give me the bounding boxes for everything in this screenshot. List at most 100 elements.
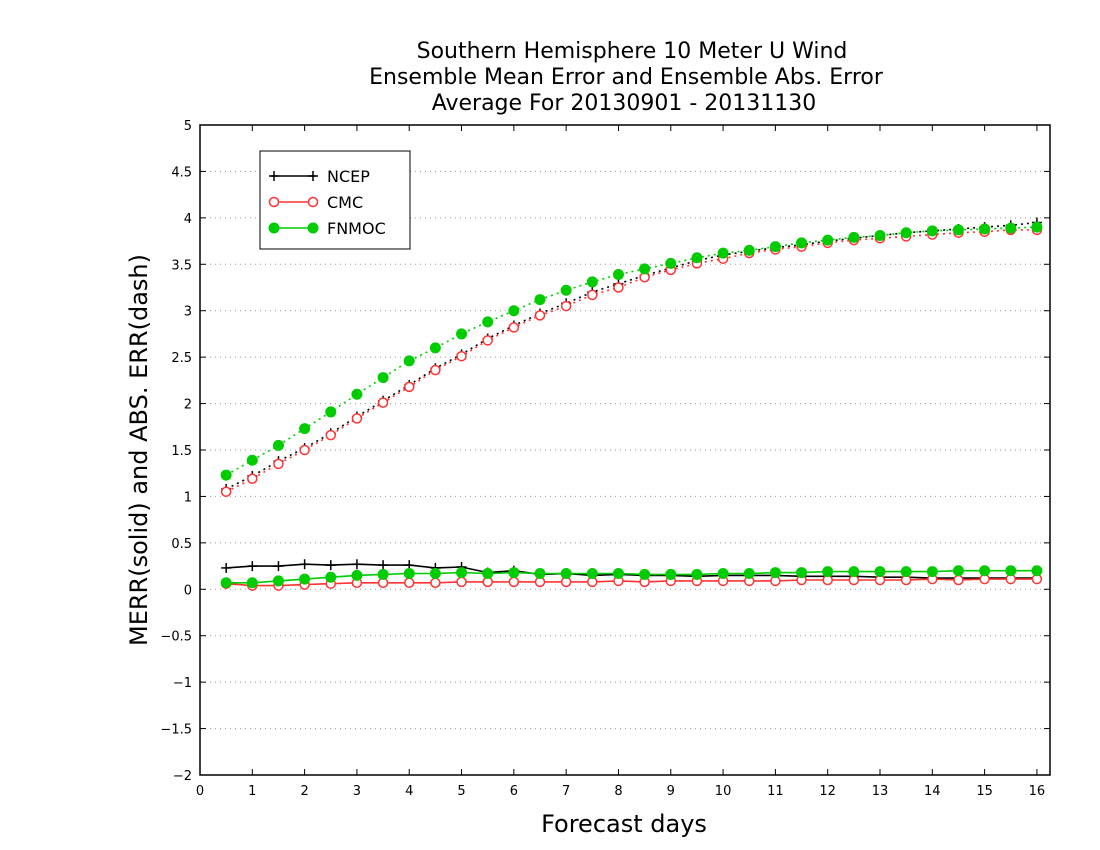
fnmoc-abs-point (796, 237, 808, 249)
x-tick-label: 4 (405, 784, 413, 799)
y-tick-label: 2.5 (171, 351, 192, 366)
fnmoc-abs-point (691, 252, 703, 264)
cmc-abs-point (613, 282, 624, 293)
y-tick-label: 4 (184, 212, 192, 227)
y-tick-label: 5 (184, 119, 192, 134)
chart-title-line-1: Southern Hemisphere 10 Meter U Wind (417, 39, 848, 64)
fnmoc-abs-point (874, 230, 886, 241)
fnmoc-merr-point (325, 571, 337, 583)
x-tick-label: 10 (715, 784, 732, 799)
fnmoc-merr-point (351, 569, 363, 581)
ncep-merr-point (273, 561, 284, 572)
cmc-abs-point (403, 381, 415, 393)
legend-marker-cmc (268, 196, 280, 208)
fnmoc-abs-point (534, 294, 546, 306)
series-layer (220, 217, 1043, 591)
fnmoc-abs-point (952, 224, 964, 236)
fnmoc-abs-point (743, 244, 755, 256)
fnmoc-merr-point (429, 568, 441, 579)
cmc-abs-line (225, 229, 1037, 493)
y-tick-label: 1 (184, 490, 192, 505)
ncep-merr-point (299, 559, 310, 570)
fnmoc-abs-point (456, 328, 468, 340)
fnmoc-merr-point (796, 567, 808, 579)
cmc-merr-point (456, 576, 467, 588)
cmc-merr-point (430, 577, 441, 589)
fnmoc-merr-point (874, 566, 886, 578)
x-tick-label: 12 (819, 784, 836, 799)
y-tick-label: −2 (173, 769, 192, 784)
fnmoc-abs-point (1005, 222, 1017, 234)
fnmoc-abs-line (225, 226, 1037, 476)
fnmoc-abs-point (848, 231, 860, 243)
cmc-merr-point (403, 577, 415, 589)
cmc-abs-point (351, 413, 363, 424)
fnmoc-merr-point (926, 566, 938, 578)
fnmoc-abs-point (246, 454, 258, 466)
y-axis-label: MERR(solid) and ABS. ERR(dash) (125, 254, 153, 646)
x-tick-label: 9 (667, 784, 675, 799)
fnmoc-abs-point (351, 388, 363, 400)
fnmoc-merr-point (403, 568, 415, 579)
y-tick-label: 1.5 (171, 444, 192, 459)
legend-marker-ncep (269, 171, 279, 181)
fnmoc-merr-point (952, 565, 964, 577)
ncep-merr-point (221, 562, 232, 573)
fnmoc-abs-point (1031, 221, 1043, 233)
fnmoc-abs-point (299, 423, 311, 435)
fnmoc-abs-point (639, 263, 651, 275)
grid-lines (200, 170, 1050, 730)
fnmoc-merr-point (665, 568, 677, 580)
cmc-abs-point (247, 473, 258, 485)
x-axis-label: Forecast days (541, 810, 707, 838)
x-tick-label: 13 (872, 784, 889, 799)
fnmoc-merr-point (769, 567, 781, 579)
x-tick-label: 7 (562, 784, 570, 799)
cmc-abs-point (299, 444, 310, 456)
fnmoc-abs-point (560, 284, 572, 296)
fnmoc-merr-point (220, 577, 232, 589)
chart-title-line-3: Average For 20130901 - 20131130 (432, 91, 817, 116)
ncep-merr-point (378, 560, 389, 571)
fnmoc-abs-point (377, 372, 389, 384)
x-tick-label: 0 (196, 784, 204, 799)
cmc-merr-point (508, 576, 520, 588)
legend-label-cmc: CMC (327, 193, 363, 212)
cmc-merr-line (226, 578, 1037, 587)
fnmoc-merr-point (1005, 565, 1017, 577)
x-tick-label: 3 (353, 784, 361, 799)
y-tick-label: 2 (184, 398, 192, 413)
fnmoc-abs-point (403, 355, 415, 367)
fnmoc-merr-point (612, 568, 624, 579)
legend-label-fnmoc: FNMOC (327, 219, 386, 238)
fnmoc-abs-point (979, 223, 991, 235)
fnmoc-merr-point (1031, 565, 1043, 577)
fnmoc-abs-point (769, 241, 781, 253)
ncep-merr-point (247, 561, 258, 572)
fnmoc-merr-point (456, 567, 468, 579)
fnmoc-merr-point (900, 566, 912, 578)
y-tick-label: 0.5 (171, 537, 192, 552)
legend-marker-fnmoc (268, 222, 280, 234)
cmc-abs-point (220, 486, 232, 498)
cmc-abs-point (377, 397, 389, 408)
fnmoc-merr-point (979, 565, 991, 577)
fnmoc-merr-point (639, 568, 651, 580)
fnmoc-abs-point (900, 227, 912, 239)
cmc-abs-point (456, 350, 467, 362)
fnmoc-abs-point (220, 469, 232, 481)
legend-box (259, 150, 411, 250)
y-tick-label: 3 (184, 305, 192, 320)
fnmoc-merr-point (299, 573, 311, 585)
fnmoc-merr-point (717, 568, 729, 579)
legend-marker-cmc (307, 196, 319, 208)
cmc-abs-point (273, 458, 284, 470)
legend-marker-fnmoc (307, 222, 319, 234)
x-tick-label: 8 (614, 784, 622, 799)
fnmoc-merr-point (246, 577, 258, 589)
axis-ticks: −2−1.5−1−0.500.511.522.533.544.550 1 2 3 4 5 6… (160, 119, 1050, 799)
fnmoc-merr-point (482, 568, 494, 579)
x-tick-label: 5 (457, 784, 465, 799)
cmc-abs-point (587, 289, 598, 301)
